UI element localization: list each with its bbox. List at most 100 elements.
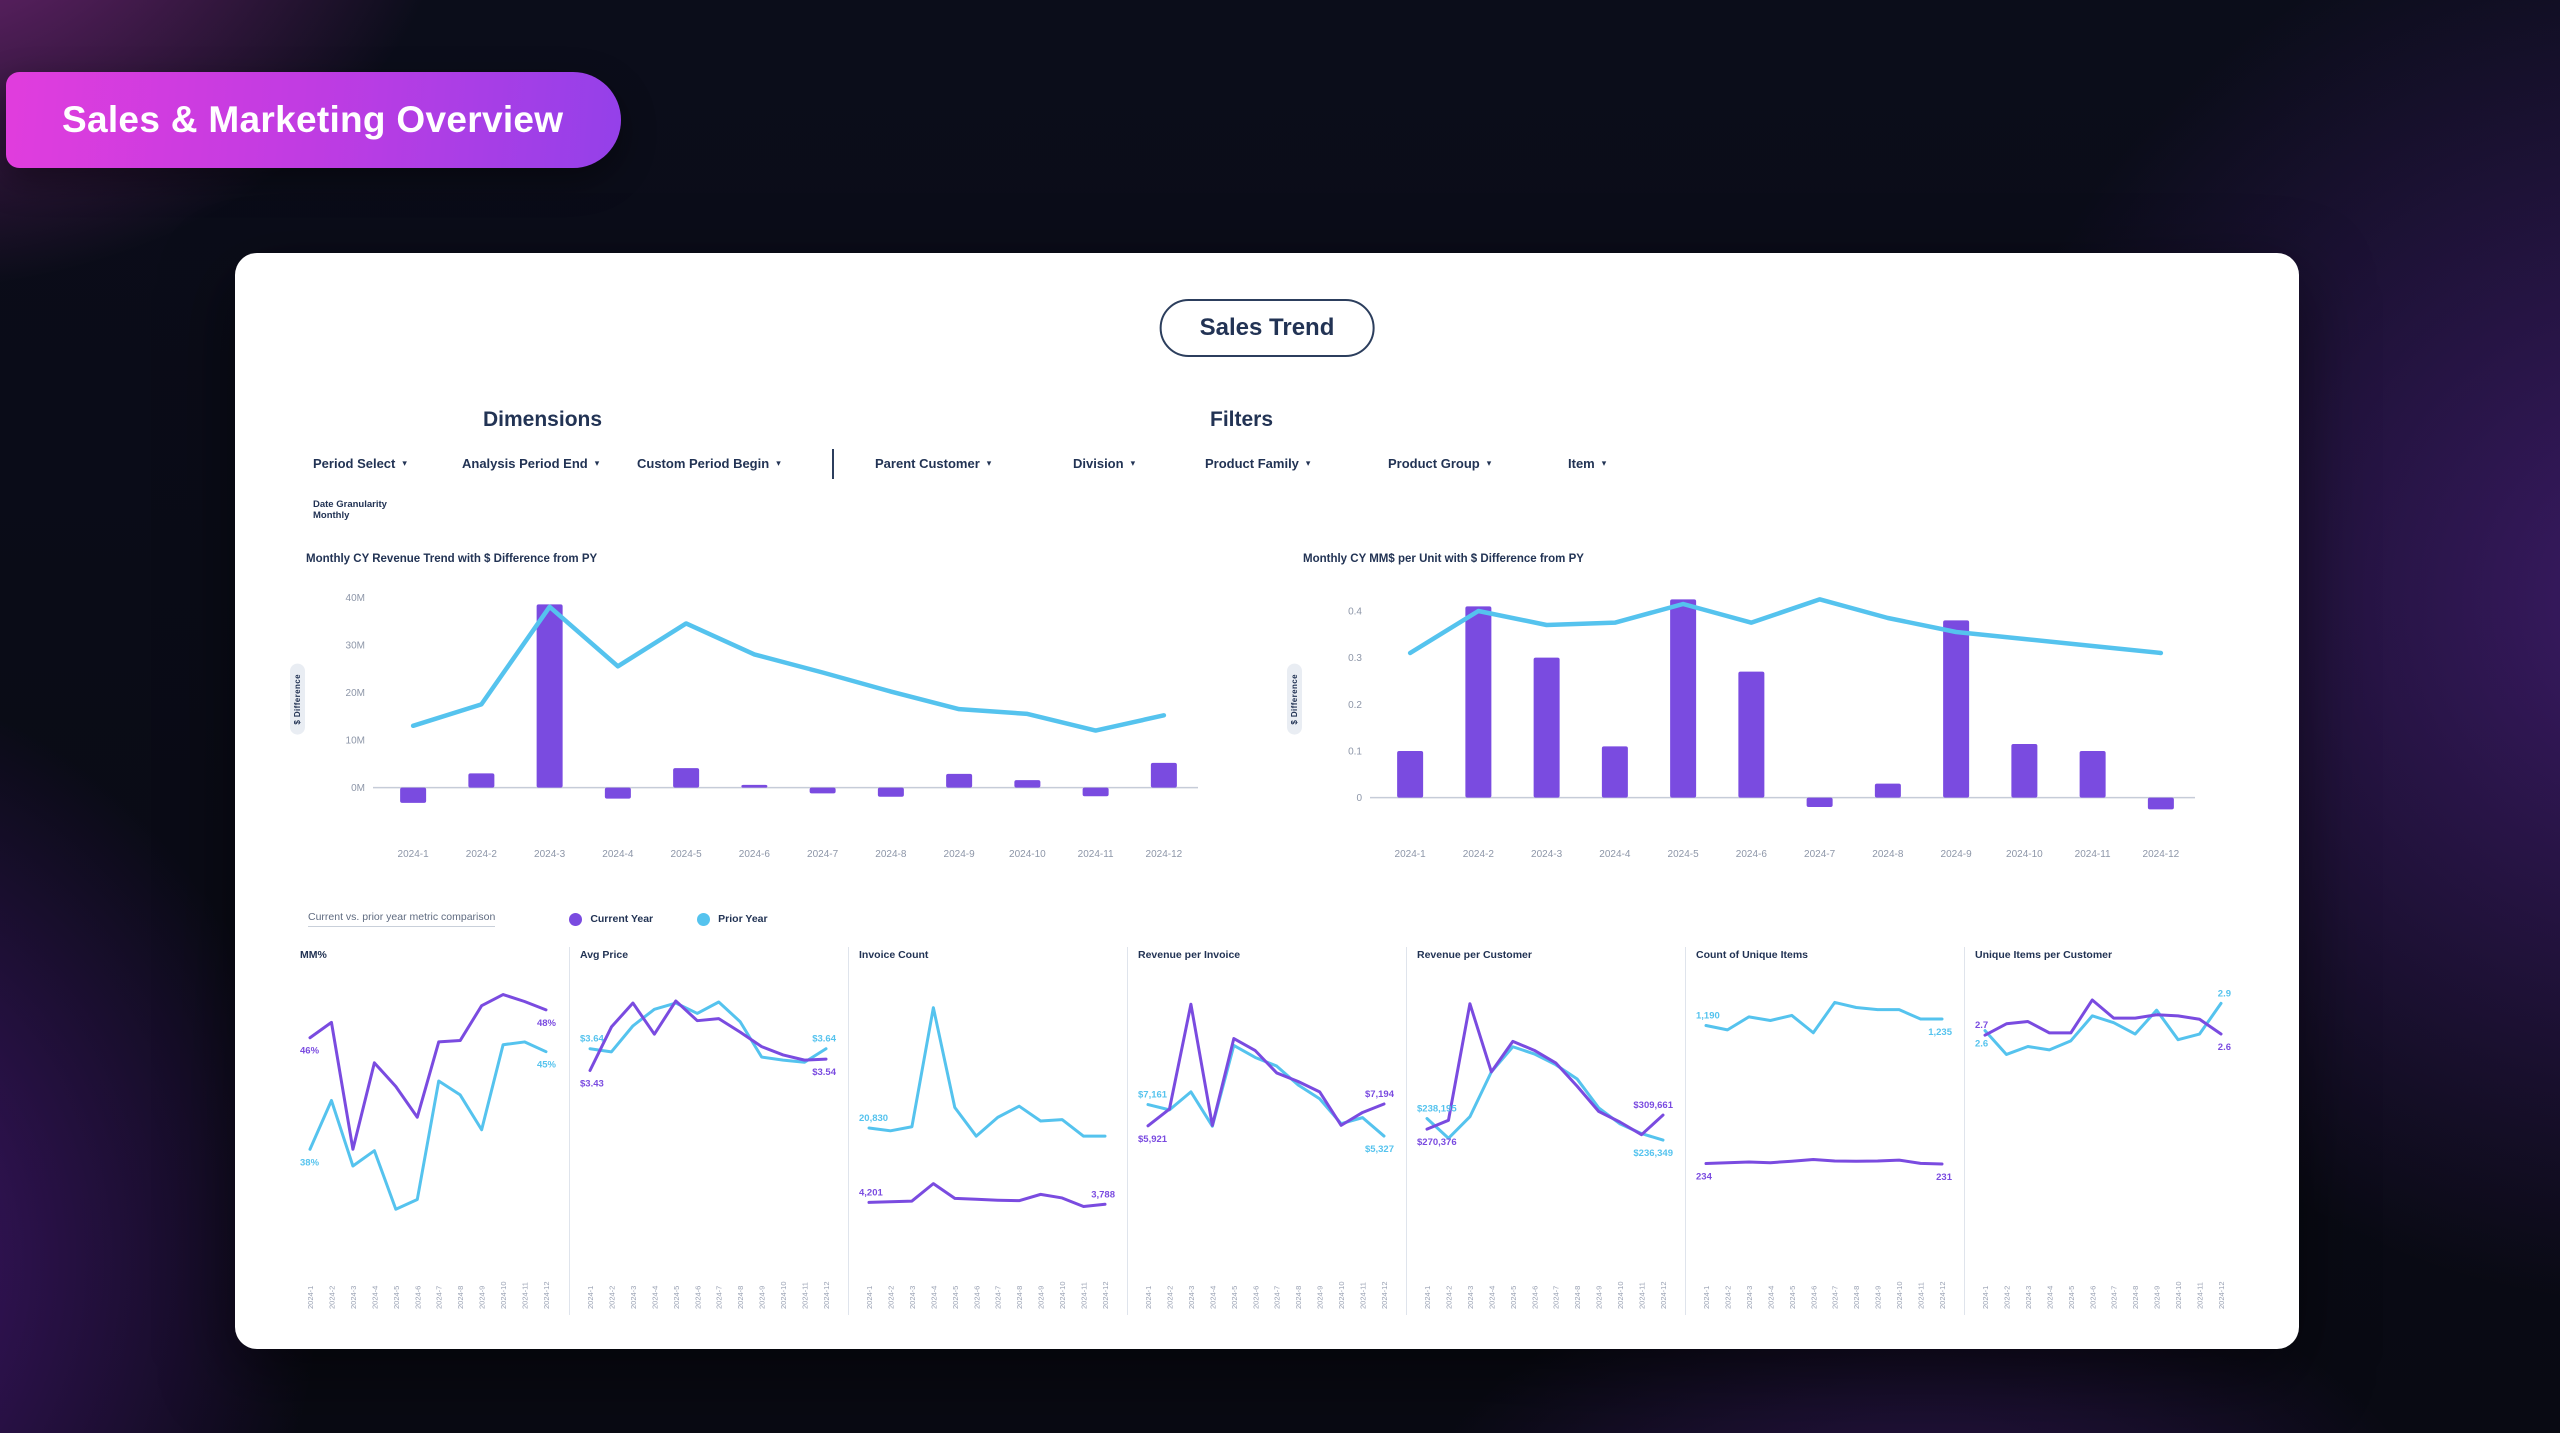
svg-text:2024-10: 2024-10: [2006, 849, 2043, 860]
svg-text:2024-8: 2024-8: [1573, 1286, 1582, 1309]
svg-text:2024-4: 2024-4: [650, 1286, 659, 1309]
page-title: Sales & Marketing Overview: [62, 99, 564, 140]
count-of-unique-items-chart-canvas: 2024-1 2024-2 2024-3 2024-4 2024-5 2024-6 2024…: [1696, 1000, 1953, 1309]
panel-title: Invoice Count: [859, 949, 929, 961]
svg-text:2024-5: 2024-5: [1509, 1286, 1518, 1309]
svg-text:4,201: 4,201: [859, 1187, 883, 1198]
svg-text:2024-12: 2024-12: [1659, 1281, 1668, 1309]
date-granularity-label: Date Granularity: [313, 499, 387, 510]
svg-text:10M: 10M: [346, 736, 365, 747]
y-axis-label: $ Difference: [1287, 663, 1302, 735]
legend-item-prior-year[interactable]: Prior Year: [697, 912, 768, 926]
dropdown-label: Product Family: [1205, 456, 1299, 471]
legend-item-label: Prior Year: [718, 913, 768, 925]
legend-item-current-year[interactable]: Current Year: [569, 912, 653, 926]
svg-text:2024-10: 2024-10: [2174, 1281, 2183, 1309]
svg-text:$3.43: $3.43: [580, 1079, 604, 1090]
svg-text:2024-7: 2024-7: [1552, 1286, 1561, 1309]
svg-text:2024-4: 2024-4: [929, 1286, 938, 1309]
chart-title: Monthly CY Revenue Trend with $ Differen…: [306, 553, 598, 565]
panel-revenue-per-invoice: Revenue per Invoice 2024-1 2024-2 2024-3 20…: [1127, 947, 1406, 1315]
dropdown-parent-customer[interactable]: Parent Customer ▾: [875, 456, 991, 471]
svg-text:2024-6: 2024-6: [1736, 849, 1768, 860]
svg-text:2024-11: 2024-11: [2075, 849, 2111, 860]
svg-text:0M: 0M: [351, 783, 365, 794]
svg-text:$270,376: $270,376: [1417, 1137, 1457, 1148]
legend-caption: Current vs. prior year metric comparison: [308, 911, 496, 927]
dropdown-period-select[interactable]: Period Select ▾: [313, 456, 407, 471]
y-axis-label: $ Difference: [290, 663, 305, 735]
filters-heading: Filters: [1210, 408, 1274, 431]
svg-text:2024-7: 2024-7: [807, 849, 839, 860]
svg-text:2024-7: 2024-7: [2110, 1286, 2119, 1309]
page-title-banner: Sales & Marketing Overview: [6, 72, 622, 168]
dropdown-item[interactable]: Item ▾: [1568, 456, 1606, 471]
panel-title: MM%: [300, 949, 327, 961]
svg-text:2024-5: 2024-5: [951, 1286, 960, 1309]
svg-text:2024-6: 2024-6: [1809, 1286, 1818, 1309]
svg-text:2024-12: 2024-12: [1380, 1281, 1389, 1309]
panel-mm-percent: MM% 2024-1 2024-2 2024-3 2024-4 2024-5 2024-6…: [290, 947, 569, 1315]
svg-text:2024-12: 2024-12: [2217, 1281, 2226, 1309]
revenue-trend-chart-canvas: 40M 30M 20M 10M 0M 2024-1 2024-2 2024-3 2024-4 20…: [346, 593, 1198, 860]
svg-text:$3.64: $3.64: [580, 1034, 604, 1045]
svg-text:38%: 38%: [300, 1157, 320, 1168]
svg-text:2024-5: 2024-5: [1788, 1286, 1797, 1309]
dropdown-product-group[interactable]: Product Group ▾: [1388, 456, 1491, 471]
svg-text:2024-7: 2024-7: [994, 1286, 1003, 1309]
current-year-dot-icon: [569, 912, 583, 926]
dropdown-group-divider: [832, 449, 834, 479]
svg-text:2024-3: 2024-3: [1745, 1286, 1754, 1309]
svg-text:30M: 30M: [346, 640, 365, 651]
revenue-trend-chart-block: Monthly CY Revenue Trend with $ Differen…: [290, 553, 1240, 869]
mm-percent-chart-canvas: 2024-1 2024-2 2024-3 2024-4 2024-5 2024-6 2024…: [300, 993, 557, 1309]
chevron-down-icon: ▾: [776, 458, 781, 468]
svg-text:$3.64: $3.64: [812, 1034, 836, 1045]
svg-text:2024-2: 2024-2: [1463, 849, 1495, 860]
avg-price-chart-canvas: 2024-1 2024-2 2024-3 2024-4 2024-5 2024-6 2024…: [580, 999, 837, 1309]
dropdown-custom-period-begin[interactable]: Custom Period Begin ▾: [637, 456, 781, 471]
sales-trend-tab-label: Sales Trend: [1199, 314, 1335, 341]
svg-text:2024-8: 2024-8: [1294, 1286, 1303, 1309]
svg-text:2024-5: 2024-5: [672, 1286, 681, 1309]
dropdown-division[interactable]: Division ▾: [1073, 456, 1135, 471]
svg-text:2024-3: 2024-3: [1466, 1286, 1475, 1309]
svg-text:45%: 45%: [537, 1060, 557, 1071]
panel-invoice-count: Invoice Count 2024-1 2024-2 2024-3 2024-4 20…: [848, 947, 1127, 1315]
panel-count-of-unique-items: Count of Unique Items 2024-1 2024-2 2024-3…: [1685, 947, 1964, 1315]
svg-text:2024-5: 2024-5: [2067, 1286, 2076, 1309]
dropdown-label: Custom Period Begin: [637, 456, 770, 471]
svg-text:2024-1: 2024-1: [1981, 1286, 1990, 1309]
dropdown-analysis-period-end[interactable]: Analysis Period End ▾: [462, 456, 599, 471]
dropdown-label: Item: [1568, 456, 1595, 471]
date-granularity: Date Granularity Monthly: [313, 499, 387, 521]
svg-text:2024-2: 2024-2: [466, 849, 498, 860]
comparison-legend: Current vs. prior year metric comparison…: [308, 911, 768, 927]
panel-title: Count of Unique Items: [1696, 949, 1808, 961]
revenue-per-customer-chart-canvas: 2024-1 2024-2 2024-3 2024-4 2024-5 2024-6 2024…: [1417, 1002, 1674, 1309]
svg-text:2024-5: 2024-5: [1668, 849, 1700, 860]
svg-text:0.1: 0.1: [1348, 747, 1362, 758]
sales-trend-tab[interactable]: Sales Trend: [1159, 299, 1375, 357]
svg-text:2024-3: 2024-3: [908, 1286, 917, 1309]
svg-text:2024-12: 2024-12: [1101, 1281, 1110, 1309]
dropdown-product-family[interactable]: Product Family ▾: [1205, 456, 1310, 471]
svg-text:$5,327: $5,327: [1365, 1144, 1394, 1155]
svg-text:2024-5: 2024-5: [1230, 1286, 1239, 1309]
svg-text:2024-9: 2024-9: [1595, 1286, 1604, 1309]
unique-items-per-customer-chart-canvas: 2024-1 2024-2 2024-3 2024-4 2024-5 2024-6 2024…: [1975, 988, 2231, 1309]
svg-text:2024-11: 2024-11: [1359, 1282, 1368, 1309]
svg-text:2024-7: 2024-7: [715, 1286, 724, 1309]
mm-per-unit-chart-block: Monthly CY MM$ per Unit with $ Differenc…: [1287, 553, 2237, 869]
svg-text:2.9: 2.9: [2218, 988, 2231, 999]
svg-text:2024-11: 2024-11: [1078, 849, 1114, 860]
panel-revenue-per-customer: Revenue per Customer 2024-1 2024-2 2024-3 2…: [1406, 947, 1685, 1315]
chevron-down-icon: ▾: [1601, 458, 1607, 468]
chevron-down-icon: ▾: [1130, 458, 1136, 468]
svg-text:2024-11: 2024-11: [1917, 1282, 1926, 1309]
svg-text:2024-8: 2024-8: [875, 849, 907, 860]
dashboard-card: Sales Trend Dimensions Filters Period Se…: [235, 253, 2299, 1349]
svg-text:2024-9: 2024-9: [944, 849, 976, 860]
svg-text:2024-8: 2024-8: [1015, 1286, 1024, 1309]
